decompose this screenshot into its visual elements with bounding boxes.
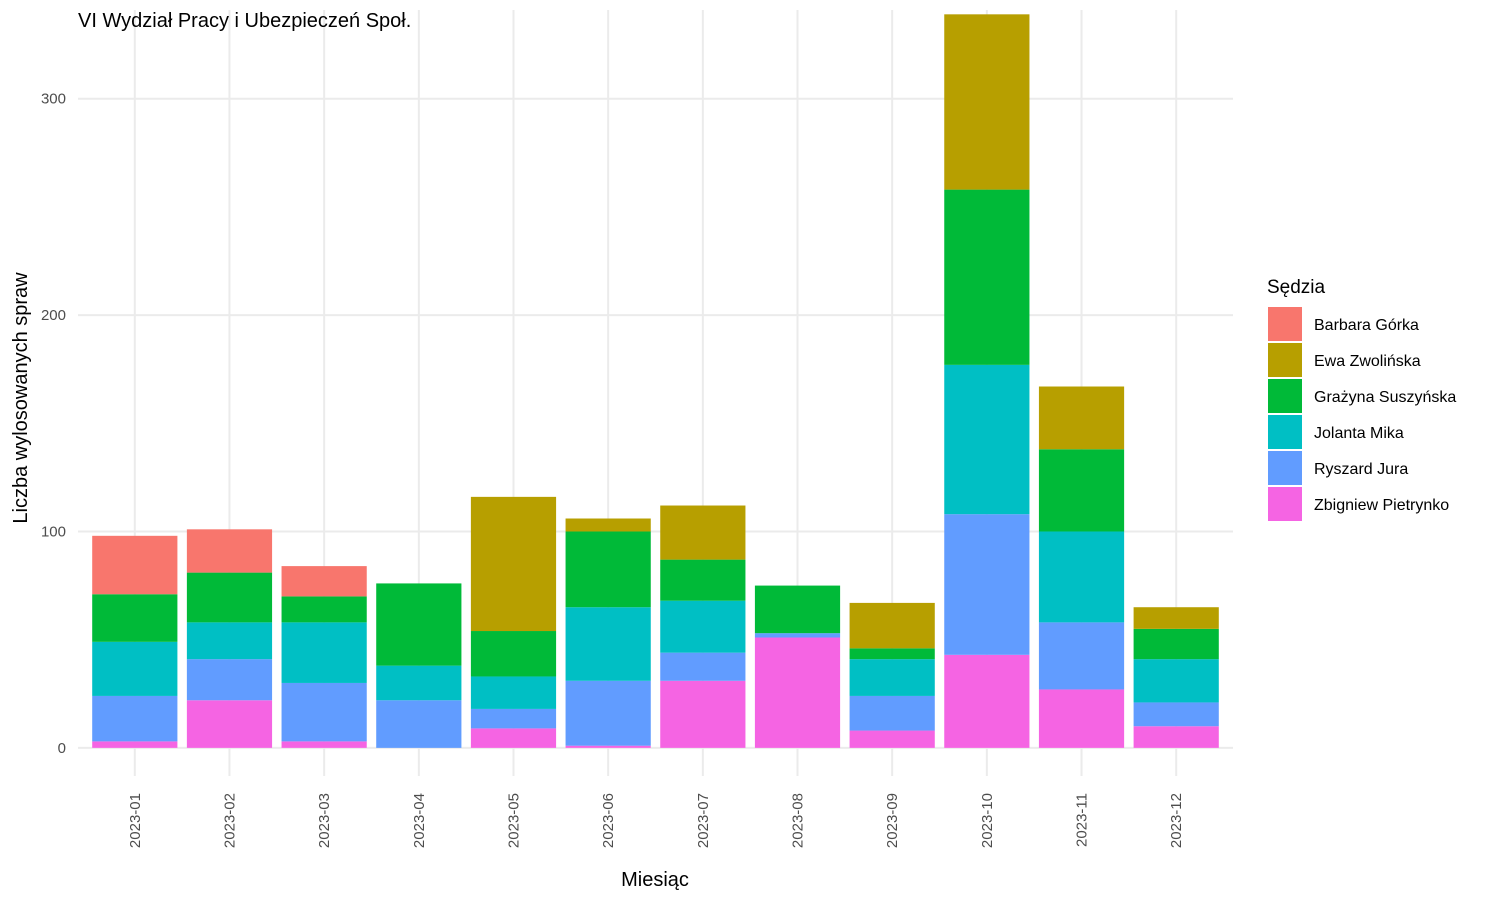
bar-segment-zbigniew-pietrynko	[1133, 726, 1219, 748]
bar-segment-ryszard-jura	[470, 708, 557, 729]
x-axis-title: Miesiąc	[621, 869, 689, 891]
bar-segment-zbigniew-pietrynko	[849, 730, 935, 748]
bar-segment-jolanta-mika	[1038, 531, 1125, 623]
bar-segment-grazyna-suszynska	[92, 594, 178, 642]
bar-segment-ryszard-jura	[565, 680, 651, 746]
x-axis-ticks: 2023-01 2023-02 2023-03 2023-04 2023-05 2023-…	[127, 793, 1185, 848]
x-tick-label: 2023-02	[221, 793, 238, 848]
bar-segment-ryszard-jura	[376, 700, 462, 748]
bar-segment-grazyna-suszynska	[565, 531, 651, 608]
legend-swatch-grazyna-suszynska	[1268, 379, 1302, 413]
x-tick-label: 2023-10	[979, 793, 996, 848]
legend-label-grazyna-suszynska: Grażyna Suszyńska	[1314, 389, 1456, 406]
bar-segment-grazyna-suszynska	[1133, 628, 1219, 660]
x-tick-label: 2023-06	[600, 793, 617, 848]
legend: Sędzia Barbara Górka Ewa Zwolińska Grażyna…	[1267, 277, 1456, 521]
bar-segment-zbigniew-pietrynko	[92, 741, 178, 748]
bar-segment-ryszard-jura	[92, 695, 178, 742]
bar-segment-jolanta-mika	[660, 600, 746, 653]
bar-segment-barbara-gorka	[92, 535, 178, 595]
bar-segment-ewa-zwolinska	[944, 14, 1030, 190]
bar-segment-jolanta-mika	[376, 665, 462, 701]
bar-segment-jolanta-mika	[849, 659, 935, 696]
bar-segment-jolanta-mika	[186, 622, 273, 660]
y-tick-label: 300	[41, 91, 66, 108]
bar-segment-ewa-zwolinska	[470, 496, 557, 632]
bar-segment-zbigniew-pietrynko	[565, 745, 651, 748]
bar-segment-zbigniew-pietrynko	[281, 741, 367, 748]
legend-swatch-ryszard-jura	[1268, 451, 1302, 485]
legend-label-ryszard-jura: Ryszard Jura	[1314, 461, 1408, 478]
x-tick-label: 2023-07	[695, 793, 712, 848]
legend-swatch-jolanta-mika	[1268, 415, 1302, 449]
y-tick-label: 0	[58, 740, 66, 757]
y-tick-label: 200	[41, 307, 66, 324]
legend-label-jolanta-mika: Jolanta Mika	[1314, 425, 1404, 442]
bar-segment-grazyna-suszynska	[376, 583, 462, 666]
legend-swatch-zbigniew-pietrynko	[1268, 487, 1302, 521]
bar-segment-jolanta-mika	[944, 364, 1030, 515]
bar-segment-jolanta-mika	[92, 641, 178, 696]
legend-swatch-ewa-zwolinska	[1268, 343, 1302, 377]
bar-segment-ryszard-jura	[1038, 622, 1125, 690]
y-axis-ticks: 0 100 200 300	[41, 91, 66, 757]
x-tick-label: 2023-11	[1074, 793, 1091, 847]
bar-series	[92, 14, 1219, 748]
x-tick-label: 2023-03	[316, 793, 333, 848]
bar-segment-grazyna-suszynska	[849, 648, 935, 660]
bar-segment-grazyna-suszynska	[186, 572, 273, 623]
bar-segment-zbigniew-pietrynko	[944, 654, 1030, 748]
bar-segment-ryszard-jura	[849, 695, 935, 731]
bar-segment-jolanta-mika	[565, 607, 651, 681]
bar-segment-ewa-zwolinska	[565, 518, 651, 532]
x-tick-label: 2023-08	[790, 793, 807, 848]
x-tick-label: 2023-01	[127, 793, 144, 848]
bar-segment-jolanta-mika	[470, 676, 557, 709]
legend-label-barbara-gorka: Barbara Górka	[1314, 317, 1419, 334]
bar-segment-ewa-zwolinska	[849, 602, 935, 649]
x-tick-label: 2023-05	[505, 793, 522, 848]
bar-segment-ewa-zwolinska	[1133, 607, 1219, 629]
chart-title: VI Wydział Pracy i Ubezpieczeń Społ.	[78, 10, 411, 32]
bar-segment-grazyna-suszynska	[470, 631, 557, 677]
bar-segment-ryszard-jura	[186, 659, 273, 701]
bar-segment-grazyna-suszynska	[754, 585, 841, 634]
x-tick-label: 2023-09	[884, 793, 901, 848]
bar-segment-jolanta-mika	[281, 622, 367, 683]
bar-segment-ryszard-jura	[944, 514, 1030, 655]
bar-segment-zbigniew-pietrynko	[1038, 689, 1125, 748]
bar-segment-barbara-gorka	[281, 566, 367, 597]
x-tick-label: 2023-04	[411, 793, 428, 848]
bar-segment-zbigniew-pietrynko	[470, 728, 557, 748]
y-tick-label: 100	[41, 523, 66, 540]
legend-title: Sędzia	[1267, 277, 1326, 298]
bar-segment-ryszard-jura	[754, 633, 841, 638]
bar-segment-ryszard-jura	[660, 652, 746, 681]
bar-segment-grazyna-suszynska	[660, 559, 746, 601]
bar-segment-zbigniew-pietrynko	[186, 700, 273, 748]
y-axis-title: Liczba wylosowanych spraw	[10, 272, 32, 524]
x-tick-label: 2023-12	[1168, 793, 1185, 848]
bar-segment-ewa-zwolinska	[1038, 386, 1125, 450]
legend-label-ewa-zwolinska: Ewa Zwolińska	[1314, 353, 1421, 370]
bar-segment-jolanta-mika	[1133, 659, 1219, 703]
bar-segment-grazyna-suszynska	[944, 189, 1030, 365]
bar-segment-grazyna-suszynska	[1038, 449, 1125, 532]
bar-segment-zbigniew-pietrynko	[754, 637, 841, 748]
legend-swatch-barbara-gorka	[1268, 307, 1302, 341]
bar-segment-grazyna-suszynska	[281, 596, 367, 623]
legend-label-zbigniew-pietrynko: Zbigniew Pietrynko	[1314, 497, 1449, 514]
bar-segment-barbara-gorka	[186, 529, 273, 573]
bar-segment-ryszard-jura	[281, 682, 367, 742]
bar-segment-ewa-zwolinska	[660, 505, 746, 560]
bar-segment-zbigniew-pietrynko	[660, 680, 746, 748]
bar-segment-ryszard-jura	[1133, 702, 1219, 727]
